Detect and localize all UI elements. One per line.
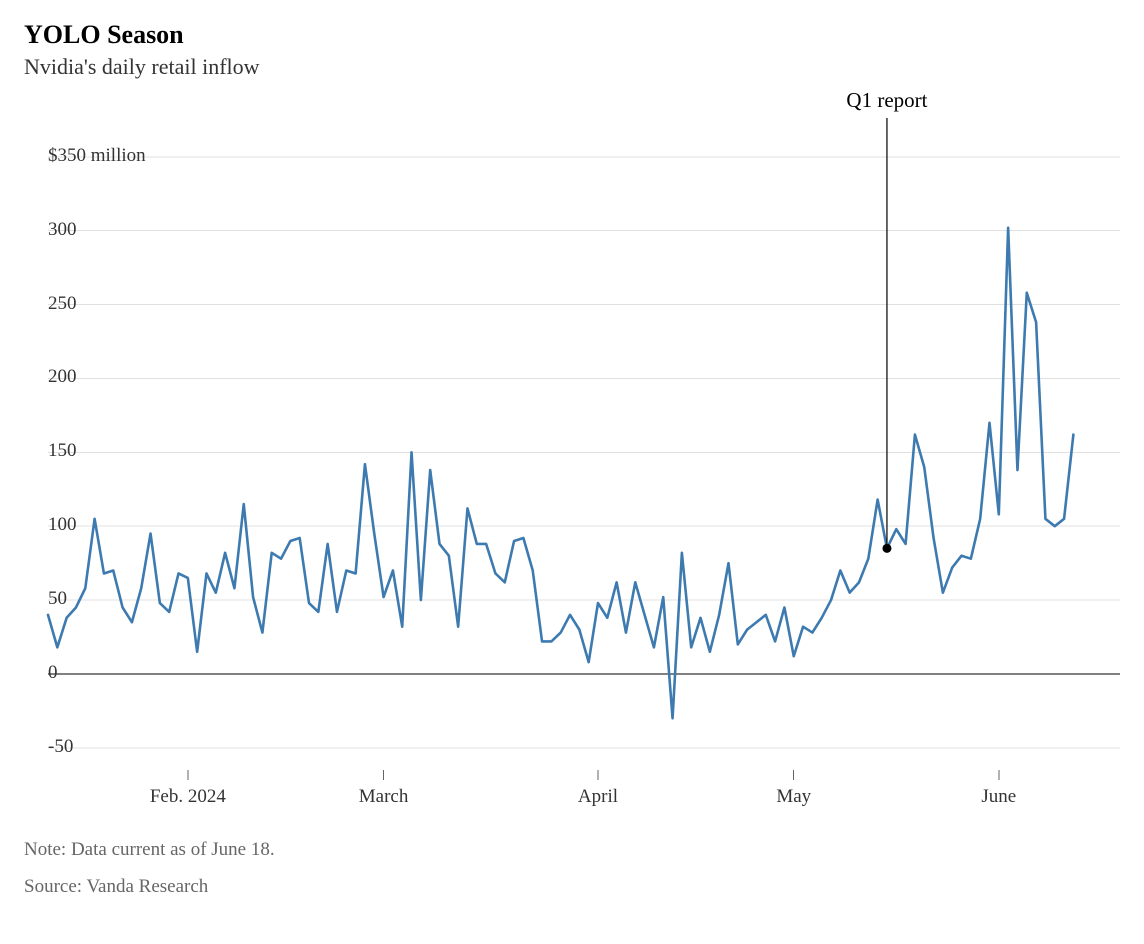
y-axis-label: 100: [48, 514, 77, 536]
x-axis-label: Feb. 2024: [150, 786, 226, 808]
chart-note: Note: Data current as of June 18.: [24, 836, 1120, 865]
y-axis-label: 250: [48, 293, 77, 315]
chart-title: YOLO Season: [24, 20, 1120, 50]
y-axis-label: -50: [48, 736, 73, 758]
y-axis-label: 0: [48, 662, 58, 684]
chart-source: Source: Vanda Research: [24, 873, 1120, 902]
x-axis-label: May: [776, 786, 811, 808]
y-axis-label: 150: [48, 440, 77, 462]
y-axis-label: 200: [48, 366, 77, 388]
line-chart: [24, 88, 1120, 828]
chart-container: -50 0 50 100 150 200 250 300 $350 million Feb. 20…: [24, 88, 1120, 828]
y-axis-label: 300: [48, 219, 77, 241]
y-axis-label: $350 million: [48, 145, 146, 167]
y-axis-label: 50: [48, 588, 67, 610]
x-axis-label: March: [359, 786, 409, 808]
x-axis-label: June: [981, 786, 1016, 808]
annotation-label: Q1 report: [846, 88, 927, 113]
chart-subtitle: Nvidia's daily retail inflow: [24, 54, 1120, 80]
x-axis-label: April: [578, 786, 618, 808]
